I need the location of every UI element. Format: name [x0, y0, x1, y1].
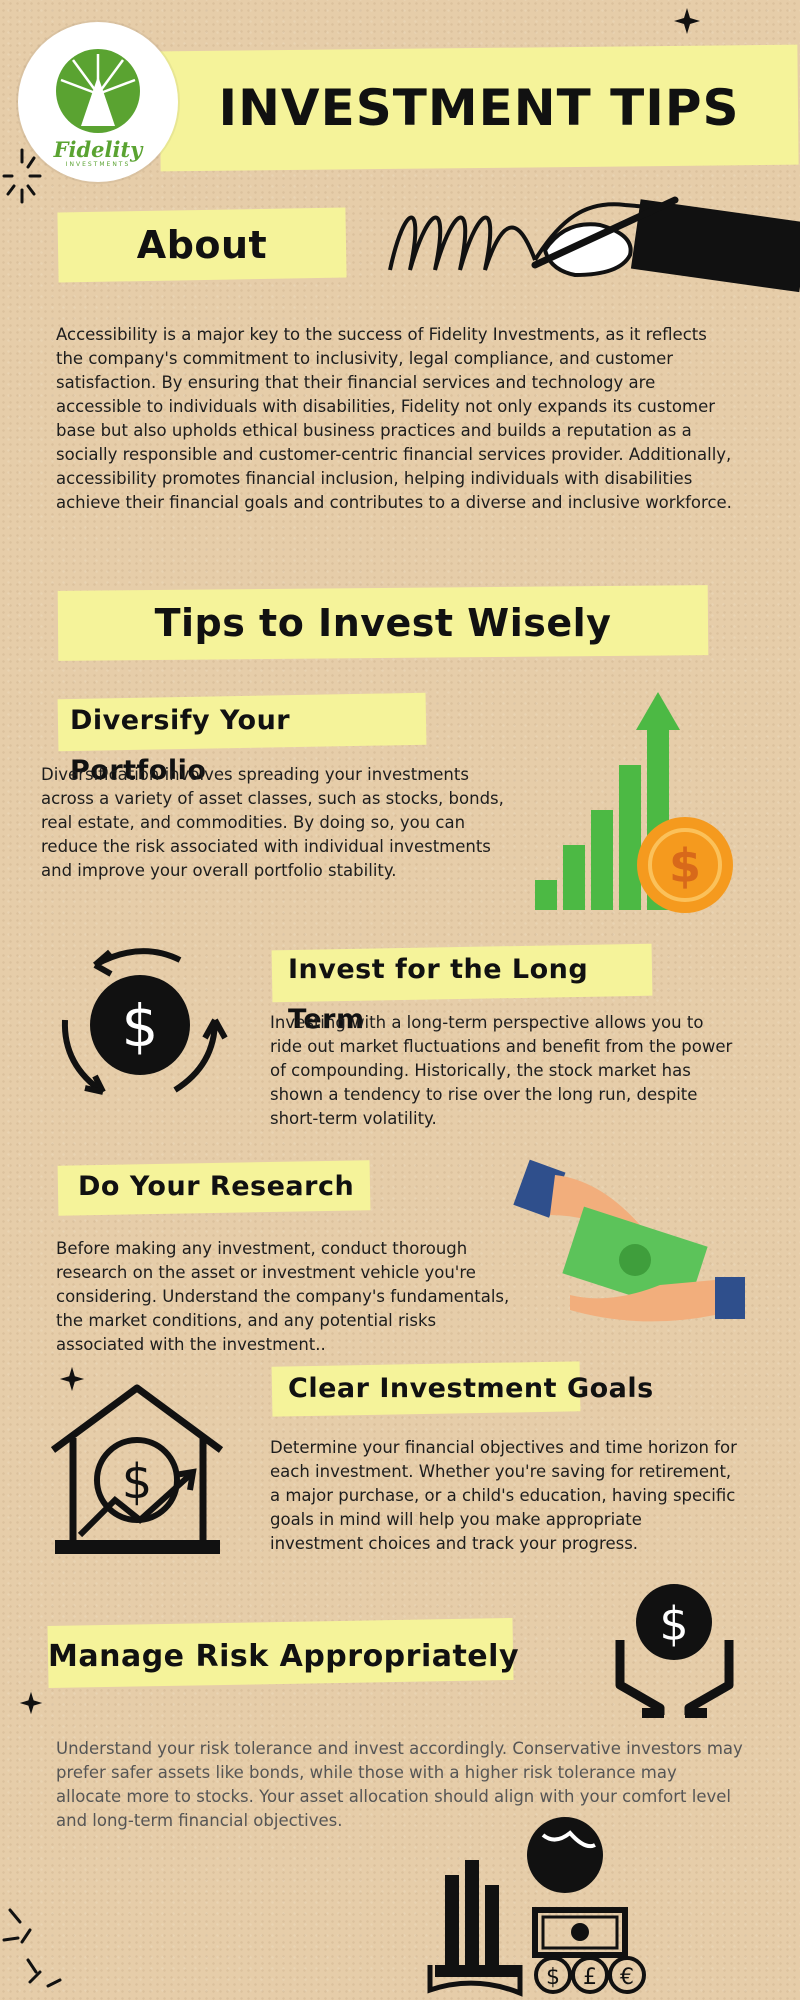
growth-chart-coin-icon: $ — [535, 692, 733, 913]
sparkle-icon — [2, 1908, 62, 1988]
tip-5-text: Understand your risk tolerance and inves… — [56, 1739, 743, 1830]
tip-2-text: Investing with a long-term perspective a… — [270, 1013, 733, 1128]
dollar-cycle-icon: $ — [61, 948, 228, 1095]
page-title: INVESTMENT TIPS — [218, 79, 740, 137]
tips-heading: Tips to Invest Wisely — [154, 601, 612, 645]
tip-5-title: Manage Risk Appropriately — [48, 1639, 519, 1674]
fidelity-pyramid-icon — [56, 49, 140, 133]
sparkle-icon — [2, 148, 42, 204]
footer-dollar-glyph: $ — [546, 1965, 560, 1990]
house-dollar-glyph: $ — [122, 1454, 153, 1510]
tip-4-title: Clear Investment Goals — [288, 1373, 654, 1404]
hands-money-icon — [513, 1159, 745, 1322]
hands-coin-glyph: $ — [659, 1597, 688, 1651]
star-icon — [674, 8, 700, 34]
tip-3-title: Do Your Research — [78, 1171, 355, 1202]
tip-3-text: Before making any investment, conduct th… — [56, 1239, 510, 1354]
fidelity-logo: Fidelity INVESTMENTS — [18, 22, 178, 182]
coin-dollar-glyph: $ — [669, 839, 701, 893]
house-dollar-icon: $ — [50, 1384, 224, 1554]
about-heading: About — [136, 223, 268, 267]
logo-subtitle: INVESTMENTS — [65, 161, 131, 168]
hands-holding-coin-icon: $ — [615, 1584, 734, 1718]
tip-4-text: Determine your financial objectives and … — [270, 1438, 737, 1553]
tip-1-title: Diversify Your Portfolio — [70, 705, 291, 786]
star-icon — [59, 1366, 85, 1392]
tip-2-title: Invest for the Long Term — [288, 954, 589, 1035]
hand-writing-icon — [388, 196, 800, 293]
finance-books-globe-icon: $ £ € — [427, 1817, 646, 1997]
logo-name: Fidelity — [53, 137, 143, 162]
star-icon — [19, 1691, 43, 1715]
about-text: Accessibility is a major key to the succ… — [56, 325, 732, 512]
footer-pound-glyph: £ — [583, 1965, 597, 1990]
footer-euro-glyph: € — [620, 1965, 634, 1990]
cycle-dollar-glyph: $ — [122, 992, 159, 1060]
tip-1-text: Diversification involves spreading your … — [41, 765, 504, 880]
